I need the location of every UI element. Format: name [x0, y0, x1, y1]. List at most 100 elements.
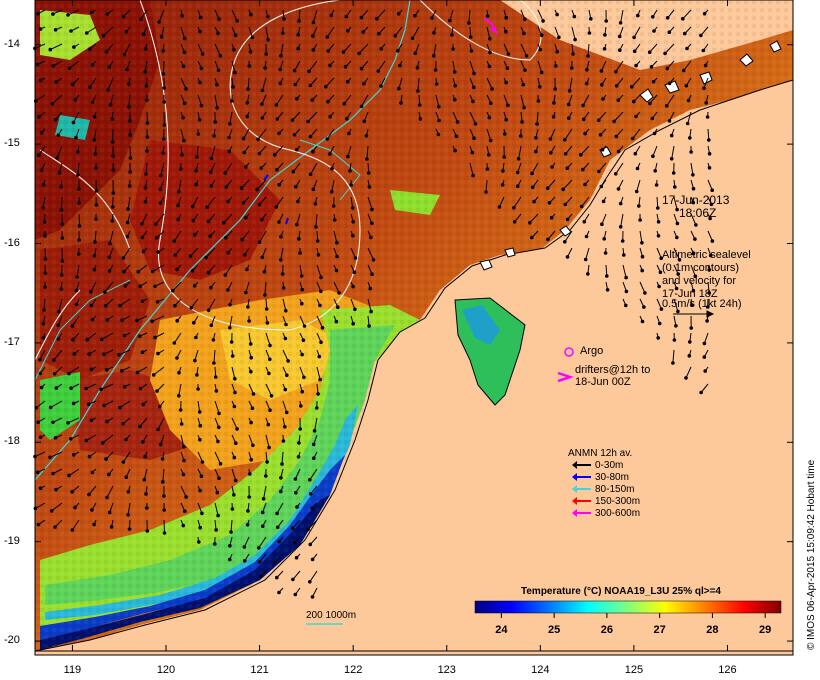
velocity-arrow-head	[111, 191, 116, 195]
velocity-arrow-head	[176, 217, 181, 222]
velocity-arrow-head	[614, 172, 618, 176]
velocity-arrow-head	[121, 14, 126, 19]
velocity-arrow	[315, 213, 318, 228]
velocity-arrow-head	[48, 455, 52, 460]
velocity-arrow-head	[145, 98, 149, 102]
velocity-arrow	[86, 332, 97, 341]
colorbar	[474, 600, 782, 614]
velocity-arrow-head	[455, 120, 460, 124]
velocity-arrow-head	[162, 123, 167, 127]
velocity-arrow-head	[453, 83, 458, 88]
velocity-arrow-head	[173, 303, 177, 308]
velocity-arrow	[620, 9, 624, 23]
velocity-arrow-head	[138, 424, 142, 429]
colorbar-tick-label: 24	[495, 624, 508, 636]
velocity-arrow-head	[70, 490, 74, 494]
velocity-arrow-head	[377, 31, 381, 36]
velocity-arrow-head	[676, 272, 681, 276]
velocity-arrow-head	[624, 303, 628, 308]
velocity-arrow	[194, 349, 199, 361]
sealevel-note-4: 17-Jun 18Z	[662, 288, 718, 300]
velocity-arrow-head	[144, 172, 148, 176]
velocity-arrow-head	[286, 359, 290, 363]
velocity-arrow-head	[228, 122, 232, 126]
velocity-arrow-head	[516, 184, 520, 188]
velocity-arrow-head	[162, 531, 167, 535]
velocity-arrow-head	[224, 235, 228, 240]
velocity-arrow-head	[274, 205, 279, 209]
velocity-arrow-head	[538, 47, 543, 52]
velocity-arrow	[78, 213, 80, 227]
velocity-arrow-head	[298, 427, 303, 431]
velocity-arrow-head	[226, 250, 230, 255]
velocity-arrow	[213, 349, 216, 364]
velocity-arrow	[265, 332, 271, 346]
velocity-arrow	[299, 366, 305, 378]
velocity-arrow-head	[228, 544, 232, 548]
velocity-arrow-head	[209, 285, 213, 290]
velocity-arrow	[153, 366, 165, 376]
velocity-arrow-head	[77, 238, 81, 242]
velocity-arrow	[598, 111, 607, 121]
velocity-arrow-head	[398, 63, 402, 68]
velocity-arrow-head	[102, 352, 106, 357]
velocity-arrow-head	[334, 319, 339, 324]
velocity-arrow-head	[306, 119, 310, 124]
velocity-arrow-head	[602, 237, 607, 241]
velocity-arrow	[141, 213, 148, 225]
velocity-arrow	[162, 468, 165, 482]
velocity-arrow	[248, 383, 254, 395]
velocity-arrow-head	[671, 361, 675, 365]
velocity-arrow-head	[144, 492, 148, 496]
velocity-arrow-head	[140, 235, 145, 240]
velocity-arrow	[656, 196, 659, 209]
velocity-arrow-head	[213, 120, 217, 124]
velocity-arrow-head	[143, 47, 148, 51]
velocity-arrow-head	[485, 167, 490, 171]
velocity-arrow-head	[367, 324, 371, 328]
velocity-arrow-head	[48, 405, 53, 410]
velocity-arrow	[68, 366, 80, 375]
velocity-arrow	[155, 213, 165, 225]
velocity-arrow	[245, 281, 250, 293]
velocity-arrow-head	[599, 69, 604, 73]
velocity-arrow-head	[669, 157, 674, 161]
velocity-arrow-head	[218, 54, 223, 58]
velocity-arrow-head	[707, 291, 712, 295]
velocity-arrow-head	[209, 156, 214, 161]
velocity-arrow	[68, 468, 80, 477]
velocity-arrow-head	[399, 101, 403, 105]
velocity-arrow-head	[369, 235, 373, 240]
velocity-arrow-head	[300, 352, 304, 357]
velocity-arrow	[469, 60, 475, 74]
velocity-arrow-head	[172, 341, 177, 345]
velocity-arrow-head	[351, 219, 356, 224]
velocity-arrow-head	[48, 47, 53, 52]
velocity-arrow-head	[246, 305, 250, 309]
velocity-arrow-head	[324, 84, 328, 89]
velocity-arrow-head	[121, 422, 125, 426]
velocity-arrow-head	[651, 79, 656, 84]
velocity-arrow	[127, 502, 131, 515]
velocity-arrow-head	[230, 507, 235, 511]
velocity-arrow-head	[92, 522, 96, 527]
velocity-arrow-head	[566, 102, 571, 107]
velocity-arrow-head	[375, 16, 379, 21]
velocity-arrow-head	[56, 337, 61, 341]
velocity-arrow-head	[52, 372, 57, 376]
velocity-arrow-head	[705, 305, 710, 309]
velocity-arrow-head	[214, 389, 219, 393]
velocity-arrow	[86, 26, 97, 34]
velocity-arrow-head	[284, 308, 288, 313]
velocity-arrow-head	[244, 290, 248, 295]
velocity-arrow-head	[74, 135, 78, 140]
velocity-arrow	[529, 213, 539, 224]
velocity-arrow	[197, 43, 204, 55]
velocity-arrow-head	[573, 37, 577, 42]
velocity-arrow-head	[179, 422, 184, 426]
velocity-arrow-head	[640, 319, 645, 324]
velocity-arrow-head	[359, 104, 364, 109]
velocity-arrow-head	[658, 270, 663, 275]
velocity-arrow-head	[367, 185, 372, 189]
velocity-arrow-head	[672, 338, 677, 342]
